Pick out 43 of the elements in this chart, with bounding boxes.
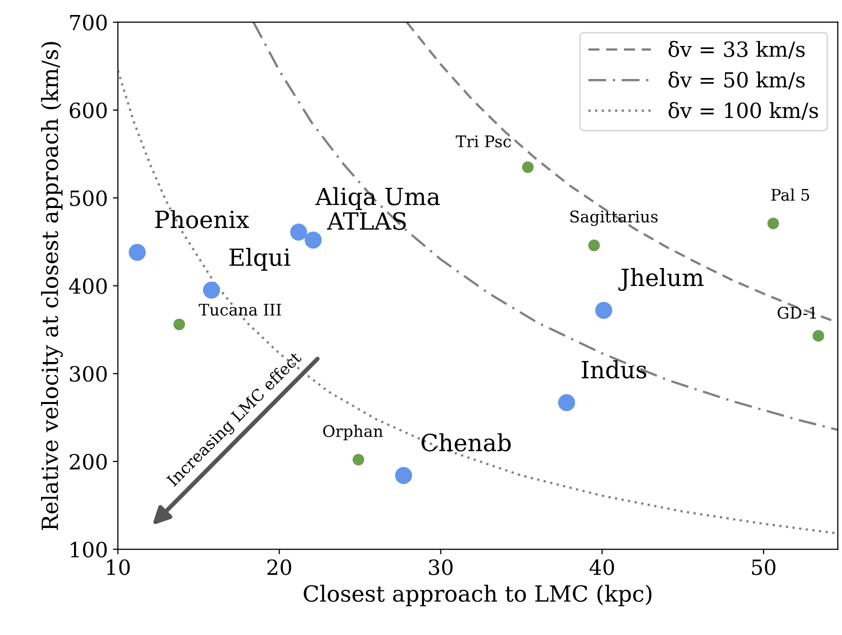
x-tick-label: 40 xyxy=(590,559,614,576)
x-tick-label: 50 xyxy=(752,559,776,576)
y-tick-label: 400 xyxy=(69,278,107,294)
y-tick-label: 600 xyxy=(70,102,107,118)
point xyxy=(595,302,612,319)
y-tick-label: 500 xyxy=(70,190,107,206)
annotation: Tucana III xyxy=(198,304,282,316)
annotation: Aliqa Uma xyxy=(315,187,440,210)
point xyxy=(290,224,308,241)
annotation: Elqui xyxy=(229,248,290,271)
point xyxy=(588,240,600,252)
point xyxy=(304,232,322,249)
point xyxy=(352,454,364,466)
x-tick-label: 20 xyxy=(267,559,292,576)
point xyxy=(558,394,576,412)
legend-label: δv = 100 km/s xyxy=(668,102,818,120)
legend-label: δv = 50 km/s xyxy=(668,71,805,90)
y-tick-label: 100 xyxy=(70,542,107,558)
annotation: Orphan xyxy=(323,424,383,440)
y-axis-title: Relative velocity at closest approach (km/s) xyxy=(41,42,63,530)
annotation: ATLAS xyxy=(326,212,406,230)
annotation: Sagittarius xyxy=(570,210,658,226)
annotation: Phoenix xyxy=(155,210,249,228)
point xyxy=(522,161,534,173)
point xyxy=(202,282,220,299)
y-tick-label: 300 xyxy=(70,366,107,382)
annotation: Chenab xyxy=(422,433,511,452)
annotation: Jhelum xyxy=(618,268,704,291)
annotation: GD-1 xyxy=(778,306,816,319)
point xyxy=(767,218,780,230)
annotation: Tri Psc xyxy=(456,135,511,148)
y-tick-label: 700 xyxy=(70,14,107,30)
point xyxy=(173,318,186,330)
legend-label: δv = 33 km/s xyxy=(668,40,805,59)
x-tick-label: 30 xyxy=(429,559,453,576)
point xyxy=(395,466,412,484)
annotation: Indus xyxy=(582,360,646,379)
point xyxy=(812,330,824,342)
x-tick-label: 10 xyxy=(107,559,130,576)
y-tick-label: 200 xyxy=(70,454,107,470)
x-axis-title: Closest approach to LMC (kpc) xyxy=(304,584,652,606)
point xyxy=(128,244,146,261)
annotation: Pal 5 xyxy=(771,188,810,201)
